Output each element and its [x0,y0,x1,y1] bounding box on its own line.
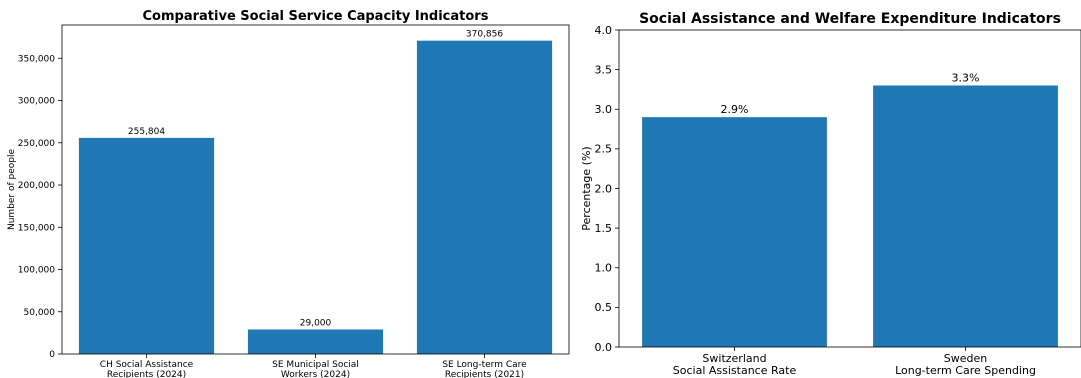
bar [642,117,827,347]
x-tick-label: Recipients (2021) [445,370,524,378]
y-tick-label: 1.5 [595,222,613,235]
x-tick-label: Workers (2024) [281,370,350,378]
chart-title: Comparative Social Service Capacity Indi… [143,9,489,24]
y-tick-label: 3.5 [595,63,613,76]
y-tick-label: 250,000 [18,139,55,149]
chart-title: Social Assistance and Welfare Expenditur… [639,11,1061,27]
bar [873,85,1058,347]
data-label: 370,856 [466,30,503,40]
bar [247,329,384,354]
bar [416,40,553,354]
y-axis-label: Number of people [7,149,17,231]
data-label: 3.3% [952,71,980,84]
plot-frame [618,29,1081,348]
y-tick-label: 300,000 [18,97,55,107]
y-tick-label: 4.0 [595,24,613,37]
data-label: 29,000 [300,318,332,328]
y-tick-label: 2.5 [595,143,613,156]
bar [78,137,215,354]
chart-1: Comparative Social Service Capacity Indi… [7,9,570,378]
y-tick-label: 350,000 [18,54,55,64]
x-tick-label: Long-term Care Spending [895,364,1036,377]
y-tick-label: 50,000 [24,308,56,318]
y-tick-label: 3.0 [595,103,613,116]
x-tick-label: CH Social Assistance [100,360,194,370]
x-tick-label: Sweden [944,352,987,365]
x-tick-label: SE Municipal Social [272,360,359,370]
x-tick-label: Recipients (2024) [107,370,186,378]
x-tick-label: SE Long-term Care [442,360,527,370]
y-tick-label: 100,000 [18,266,55,276]
y-tick-label: 0.5 [595,301,613,314]
y-tick-label: 2.0 [595,182,613,195]
y-tick-label: 150,000 [18,223,55,233]
data-label: 2.9% [721,103,749,116]
y-tick-label: 200,000 [18,181,55,191]
data-label: 255,804 [128,127,165,137]
plot-frame [61,24,570,355]
y-axis-label: Percentage (%) [580,146,593,230]
y-tick-label: 0.0 [595,341,613,354]
x-tick-label: Switzerland [702,352,766,365]
x-tick-label: Social Assistance Rate [673,364,797,377]
y-tick-label: 0 [49,350,55,360]
y-tick-label: 1.0 [595,262,613,275]
chart-2: Social Assistance and Welfare Expenditur… [580,11,1081,377]
